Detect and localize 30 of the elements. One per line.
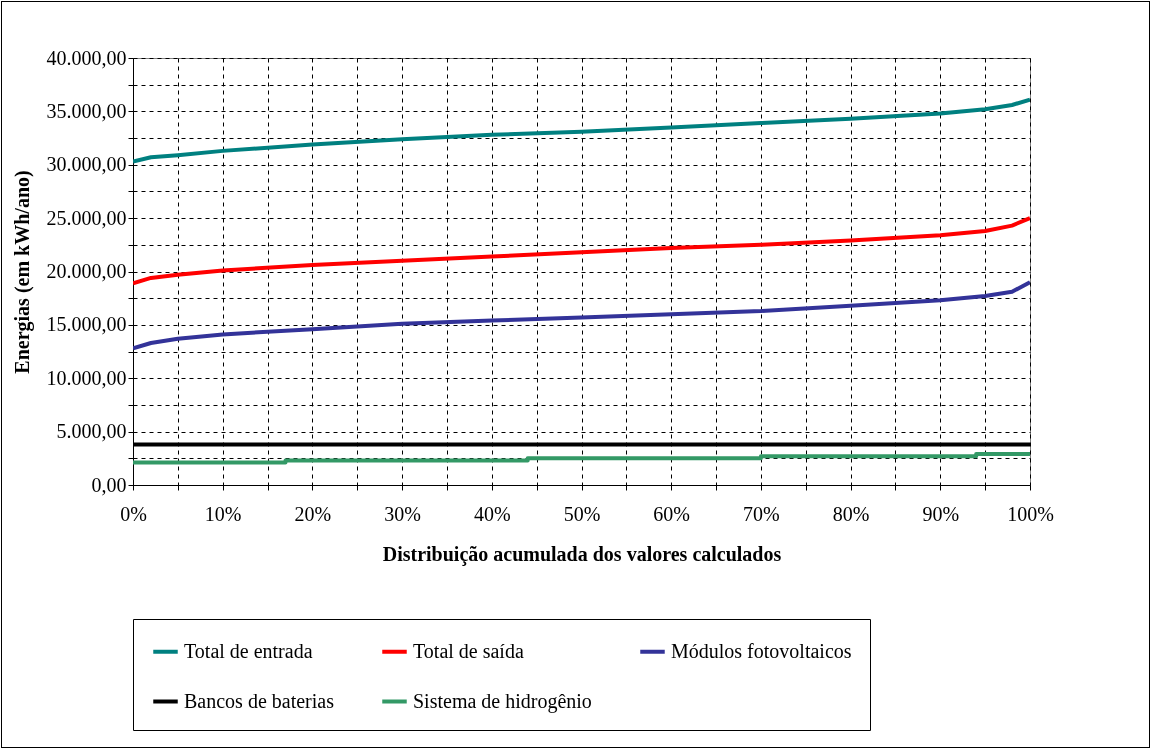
x-tick-label: 70%: [743, 502, 780, 525]
x-tick-label: 20%: [294, 502, 332, 525]
x-axis-title: Distribuição acumulada dos valores calculados: [382, 542, 782, 566]
y-tick-label: 15.000,00: [46, 313, 127, 336]
x-tick-label: 100%: [1007, 502, 1054, 525]
y-tick-label: 10.000,00: [46, 366, 127, 389]
x-tick-label: 30%: [384, 502, 421, 525]
legend-label: Módulos fotovoltaicos: [671, 639, 852, 662]
y-tick-label: 30.000,00: [46, 153, 127, 176]
y-tick-label: 40.000,00: [46, 46, 127, 69]
y-tick-label: 25.000,00: [46, 206, 127, 229]
line-series: [133, 97, 1030, 164]
line-series: [133, 216, 1030, 286]
y-tick-label: 35.000,00: [46, 99, 127, 122]
legend-label: Total de entrada: [184, 639, 313, 662]
x-tick-label: 90%: [922, 502, 960, 525]
y-axis-title: Energias (em kWh/ano): [10, 170, 34, 374]
y-tick-label: 20.000,00: [46, 260, 127, 282]
x-tick-label: 60%: [653, 502, 691, 525]
x-tick-label: 40%: [473, 502, 511, 525]
x-tick-label: 10%: [204, 502, 242, 525]
y-tick-label: 5.000,00: [56, 420, 127, 443]
y-tick-label: 0,00: [91, 473, 127, 496]
legend-label: Total de saída: [413, 639, 524, 662]
x-tick-label: 0%: [120, 502, 147, 525]
x-tick-label: 80%: [832, 502, 870, 525]
x-tick-label: 50%: [563, 502, 601, 525]
line-series: [133, 280, 1030, 351]
legend-label: Bancos de baterias: [184, 689, 335, 712]
legend-label: Sistema de hidrogênio: [413, 689, 592, 713]
